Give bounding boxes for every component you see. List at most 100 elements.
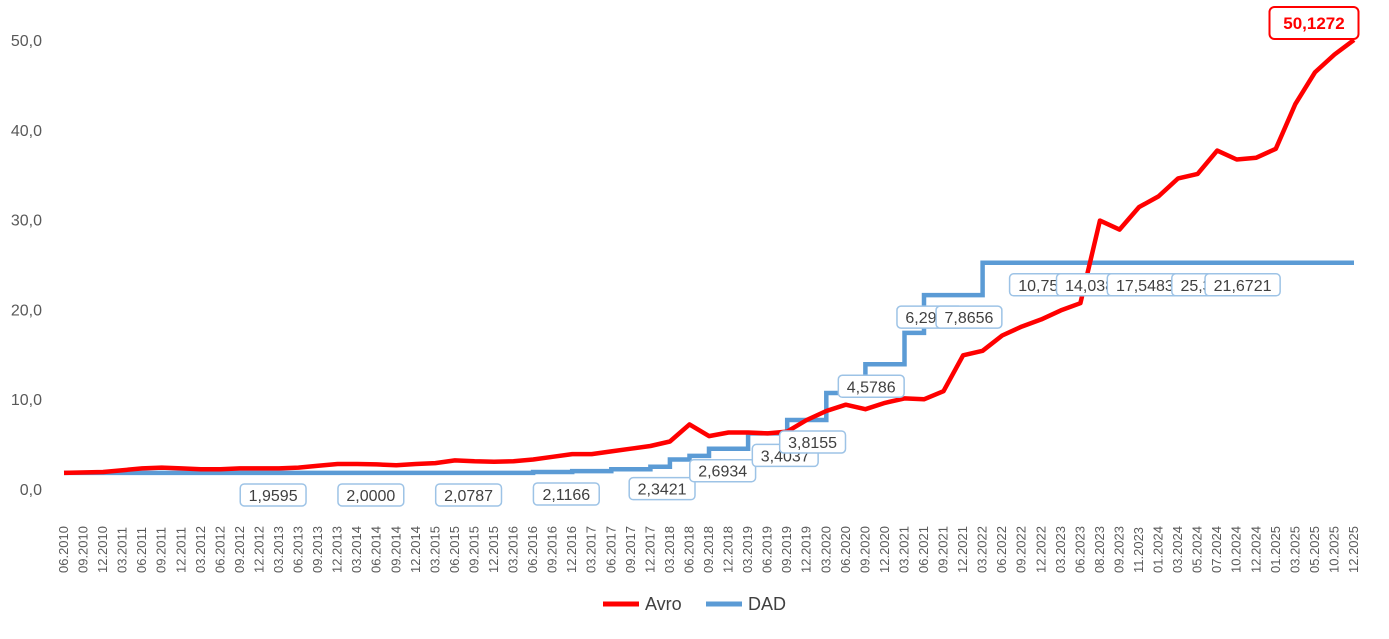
- x-tick-label: 09.2011: [154, 527, 169, 573]
- x-tick-label: 01.2025: [1268, 526, 1283, 573]
- avro-highlight-box: [1268, 6, 1360, 40]
- dad-data-label: 21,6721: [1204, 273, 1281, 297]
- dad-data-label-text: 3,8155: [788, 435, 837, 452]
- dad-data-label: 17,5483: [1106, 273, 1184, 297]
- x-tick-label: 03.2025: [1287, 526, 1302, 573]
- x-tick-label: 12.2012: [251, 526, 266, 573]
- dad-data-label-text: 21,6721: [1214, 278, 1272, 295]
- dad-data-label-box: [689, 458, 757, 483]
- x-tick-label: 12.2025: [1346, 526, 1361, 573]
- dad-data-label-text: 1,9595: [249, 488, 298, 505]
- x-tick-label: 09.2014: [388, 526, 403, 573]
- x-tick-label: 12.2014: [408, 526, 423, 573]
- avro-highlight-text: 50,1272: [1283, 14, 1344, 33]
- x-tick-label: 12.2017: [642, 526, 657, 573]
- dad-data-label: 2,1166: [532, 482, 600, 506]
- x-tick-label: 12.2020: [877, 526, 892, 573]
- x-tick-label: 07.2024: [1209, 526, 1224, 573]
- x-tick-label: 09.2013: [310, 526, 325, 573]
- y-tick-label: 10,0: [11, 392, 42, 409]
- x-tick-label: 09.2020: [857, 526, 872, 573]
- x-tick-label: 12.2022: [1033, 526, 1048, 573]
- x-tick-label: 12.2015: [486, 526, 501, 573]
- dad-data-label: 3,8155: [778, 430, 847, 454]
- x-tick-label: 06.2014: [369, 526, 384, 573]
- series-lines: [63, 38, 1356, 476]
- x-tick-label: 03.2012: [193, 526, 208, 573]
- x-tick-label: 03.2017: [584, 526, 599, 573]
- x-tick-label: 12.2019: [799, 526, 814, 573]
- x-tick-label: 09.2019: [779, 526, 794, 573]
- x-tick-label: 06.2022: [994, 526, 1009, 573]
- dad-data-label-box: [778, 430, 847, 454]
- x-tick-label: 12.2021: [955, 526, 970, 573]
- x-tick-label: 03.2015: [427, 526, 442, 573]
- data-labels: 1,9595 2,0000 2,0787 2,1166 2,34212,69343,40…: [239, 6, 1360, 507]
- dad-data-label: 2,6934: [689, 458, 757, 483]
- dad-data-label-box: [628, 476, 696, 501]
- dad-data-label-box: [837, 374, 905, 399]
- x-tick-label: 10.2025: [1326, 526, 1341, 573]
- y-tick-label: 30,0: [11, 213, 42, 230]
- x-tick-label: 03.2018: [662, 526, 677, 573]
- legend-item-avro: Avro: [603, 594, 682, 614]
- x-tick-label: 06.2019: [760, 526, 775, 573]
- dad-data-label-text: 2,0000: [346, 488, 395, 505]
- dad-data-label-box: [434, 483, 503, 507]
- x-tick-label: 09.2017: [623, 526, 638, 573]
- x-tick-label: 03.2021: [896, 526, 911, 573]
- dad-data-label-text: 2,3421: [638, 482, 687, 499]
- x-tick-label: 03.2011: [115, 527, 130, 573]
- x-tick-label: 06.2015: [447, 526, 462, 573]
- x-tick-label: 12.2024: [1248, 526, 1263, 573]
- x-tick-label: 06.2018: [681, 526, 696, 573]
- y-tick-label: 50,0: [11, 33, 42, 50]
- x-tick-label: 03.2022: [975, 526, 990, 573]
- x-tick-label: 06.2011: [134, 527, 149, 573]
- dad-data-label-box: [337, 483, 405, 507]
- x-tick-label: 09.2012: [232, 526, 247, 573]
- x-tick-label: 06.2013: [291, 526, 306, 573]
- x-tick-label: 09.2021: [936, 526, 951, 573]
- x-tick-label: 06.2021: [916, 526, 931, 573]
- legend-label: Avro: [645, 594, 682, 614]
- x-tick-label: 12.2013: [330, 526, 345, 573]
- dad-data-label-text: 2,1166: [542, 487, 590, 504]
- x-tick-label: 03.2020: [818, 526, 833, 573]
- dad-data-label-text: 7,8656: [944, 310, 993, 327]
- x-tick-label: 03.2023: [1053, 526, 1068, 573]
- x-tick-label: 01.2024: [1151, 526, 1166, 573]
- x-tick-label: 06.2020: [838, 526, 853, 573]
- x-tick-label: 06.2023: [1072, 526, 1087, 573]
- dad-data-label-box: [1204, 273, 1281, 297]
- x-tick-label: 05.2024: [1190, 526, 1205, 573]
- dad-data-label-text: 4,5786: [847, 379, 896, 396]
- x-tick-label: 06.2012: [212, 526, 227, 573]
- legend: Avro DAD: [603, 594, 786, 614]
- dad-data-label-text: 17,5483: [1116, 278, 1174, 295]
- x-tick-label: 10.2024: [1229, 526, 1244, 573]
- dad-data-label-text: 2,0787: [444, 488, 493, 505]
- x-tick-label: 08.2023: [1092, 526, 1107, 573]
- x-tick-label: 06.2016: [525, 526, 540, 573]
- x-tick-label: 09.2016: [545, 526, 560, 573]
- avro-highlight-label: 50,1272: [1268, 6, 1360, 40]
- series-line-avro: [63, 38, 1356, 476]
- x-tick-label: 12.2010: [95, 526, 110, 573]
- x-tick-label: 09.2022: [1014, 526, 1029, 573]
- x-tick-label: 11.2023: [1131, 527, 1146, 573]
- dad-data-label: 1,9595: [239, 483, 307, 507]
- x-tick-label: 03.2024: [1170, 526, 1185, 573]
- x-tick-label: 12.2011: [173, 527, 188, 573]
- x-tick-label: 12.2016: [564, 526, 579, 573]
- x-tick-label: 05.2025: [1307, 526, 1322, 573]
- legend-label: DAD: [748, 594, 786, 614]
- x-tick-label: 03.2019: [740, 526, 755, 573]
- y-tick-label: 0,0: [20, 482, 42, 499]
- y-axis: 0,0 10,0 20,0 30,0 40,0 50,0: [11, 33, 42, 499]
- dad-data-label-box: [935, 305, 1003, 329]
- x-tick-label: 09.2023: [1111, 526, 1126, 573]
- dad-data-label: 2,0000: [337, 483, 405, 507]
- x-tick-label: 06.2010: [56, 526, 71, 573]
